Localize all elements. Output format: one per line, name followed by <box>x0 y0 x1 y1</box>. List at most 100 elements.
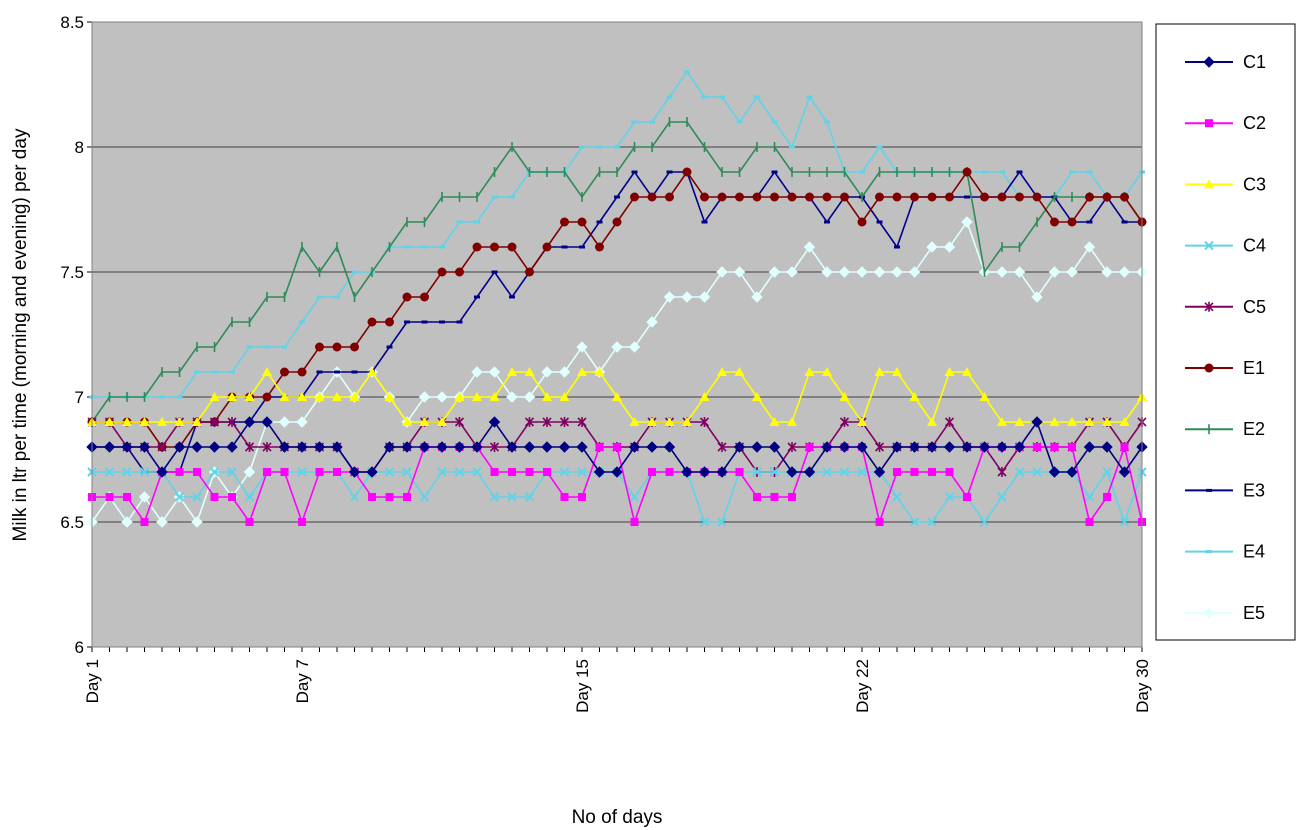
data-point-e5 <box>1118 266 1131 278</box>
data-point-c1 <box>348 466 361 478</box>
data-point-c3 <box>962 367 972 376</box>
data-point-c1 <box>558 441 571 453</box>
data-point-c3 <box>612 392 622 401</box>
data-point-c4 <box>384 467 395 477</box>
data-point-e1 <box>962 167 972 177</box>
y-tick-label: 8 <box>75 138 84 157</box>
data-point-c3 <box>804 367 815 376</box>
data-point-e1 <box>945 192 954 202</box>
data-point-e1 <box>770 192 779 202</box>
data-point-c2 <box>770 493 779 501</box>
data-point-e5 <box>663 291 676 303</box>
data-point-e1 <box>752 192 762 202</box>
data-point-e5 <box>873 266 886 278</box>
data-point-c5 <box>157 442 167 452</box>
y-tick-label: 7.5 <box>60 263 84 282</box>
data-point-c3 <box>559 392 570 401</box>
data-point-e5 <box>138 491 151 503</box>
legend-swatch-marker <box>1204 363 1214 373</box>
plot-area-background <box>92 22 1142 647</box>
data-point-c3 <box>262 367 272 376</box>
data-point-c3 <box>717 367 727 376</box>
data-point-e5 <box>156 516 168 528</box>
data-point-c2 <box>1085 518 1094 526</box>
data-point-c3 <box>647 417 657 426</box>
data-point-c3 <box>629 417 640 426</box>
data-point-e5 <box>191 516 203 528</box>
data-point-e1 <box>490 242 499 252</box>
y-axis-title: Milk in ltr per time (morning and evenin… <box>10 128 31 541</box>
x-tick-label: Day 30 <box>1133 659 1152 713</box>
data-point-e5 <box>278 416 291 428</box>
data-point-c2 <box>648 468 656 476</box>
legend-swatch-marker <box>1205 119 1213 128</box>
data-point-c3 <box>1084 417 1095 426</box>
data-point-c3 <box>104 417 115 426</box>
data-point-c3 <box>594 367 605 376</box>
data-point-c4 <box>927 517 937 527</box>
series-layer <box>86 70 1148 528</box>
data-point-c3 <box>874 367 885 376</box>
data-point-c1 <box>716 466 728 478</box>
data-point-c5 <box>577 417 587 427</box>
data-point-c1 <box>506 441 518 453</box>
data-point-c5 <box>454 417 465 427</box>
data-point-e1 <box>437 267 447 277</box>
data-point-c3 <box>454 392 465 401</box>
data-point-e1 <box>892 192 902 202</box>
data-point-c5 <box>787 442 797 452</box>
data-point-e5 <box>121 516 133 528</box>
data-point-c1 <box>628 441 641 453</box>
data-point-e5 <box>838 266 851 278</box>
data-point-c3 <box>489 392 500 401</box>
data-point-c5 <box>839 417 850 427</box>
data-point-c2 <box>298 518 306 526</box>
data-point-e5 <box>926 241 938 253</box>
data-point-e1 <box>507 242 517 252</box>
data-point-c4 <box>629 492 640 502</box>
data-point-e1 <box>280 367 289 377</box>
data-point-c1 <box>453 441 466 453</box>
x-tick-label: Day 15 <box>573 659 592 713</box>
legend-label: C4 <box>1243 236 1266 256</box>
data-point-c1 <box>383 441 396 453</box>
data-point-e5 <box>1083 241 1096 253</box>
data-point-e1 <box>367 317 377 327</box>
data-point-c1 <box>418 441 431 453</box>
data-point-c4 <box>944 492 955 502</box>
data-point-c3 <box>1014 417 1025 426</box>
data-point-c4 <box>489 492 500 502</box>
data-point-c4 <box>839 467 850 477</box>
data-point-e1 <box>805 192 814 202</box>
legend-item-c3: C3 <box>1185 174 1266 194</box>
data-point-c1 <box>173 441 186 453</box>
data-point-c1 <box>611 466 623 478</box>
x-tick-label: Day 22 <box>853 659 872 713</box>
data-point-c3 <box>822 367 832 376</box>
legend-swatch-marker <box>1203 56 1215 68</box>
data-point-c4 <box>349 492 360 502</box>
data-point-c1 <box>226 441 238 453</box>
data-point-e1 <box>840 192 849 202</box>
y-tick-label: 8.5 <box>60 13 84 32</box>
data-point-c1 <box>541 441 553 453</box>
data-point-e1 <box>700 192 709 202</box>
legend-item-e1: E1 <box>1185 358 1265 378</box>
data-point-c4 <box>752 467 762 477</box>
data-point-c1 <box>943 441 956 453</box>
data-point-e5 <box>821 266 833 278</box>
data-point-e1 <box>717 192 727 202</box>
data-point-c2 <box>508 468 516 476</box>
data-point-e5 <box>471 366 483 378</box>
data-point-e5 <box>733 266 746 278</box>
data-point-c2 <box>928 468 936 476</box>
data-point-c1 <box>821 441 833 453</box>
data-point-c5 <box>874 442 885 452</box>
data-point-c4 <box>454 467 465 477</box>
legend-label: E4 <box>1243 542 1265 562</box>
data-point-e1 <box>560 217 569 227</box>
data-point-e1 <box>1102 192 1112 202</box>
data-point-e1 <box>665 192 674 202</box>
data-point-e1 <box>822 192 832 202</box>
data-point-c1 <box>331 441 343 453</box>
